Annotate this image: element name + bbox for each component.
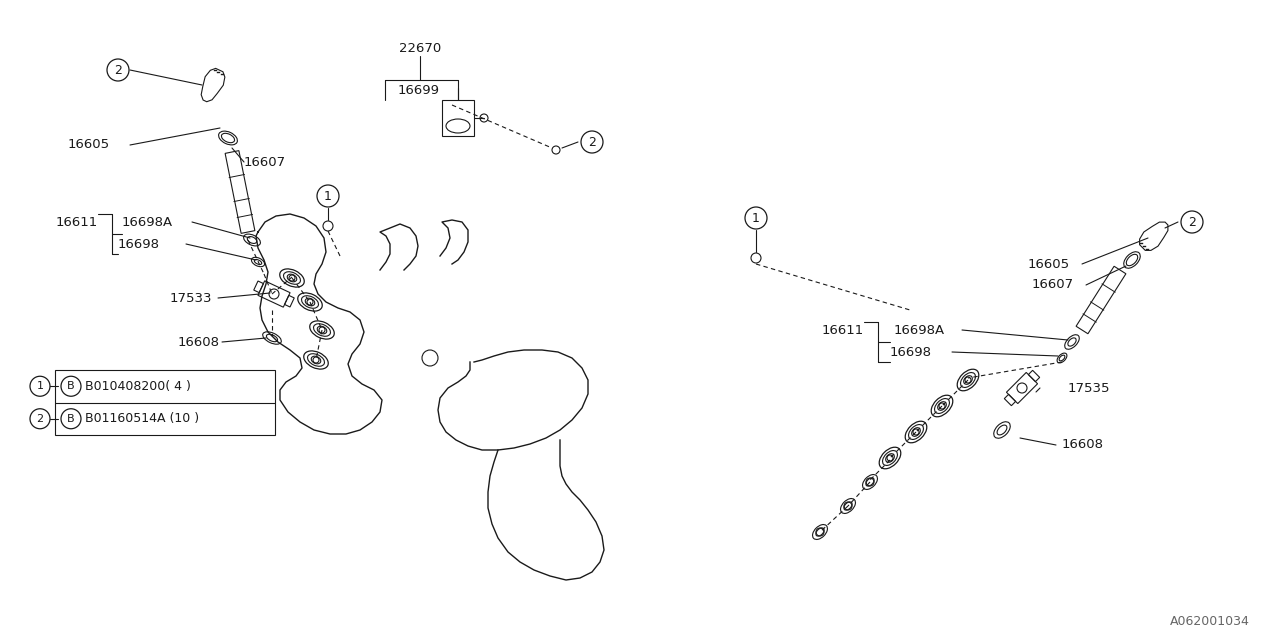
Text: 16605: 16605 — [1028, 257, 1070, 271]
Text: B: B — [67, 413, 74, 424]
Text: 16608: 16608 — [178, 335, 220, 349]
Text: 16698A: 16698A — [893, 323, 945, 337]
Text: 16698: 16698 — [890, 346, 932, 358]
Text: 16607: 16607 — [244, 156, 287, 168]
Circle shape — [581, 131, 603, 153]
Bar — [442, 100, 474, 136]
Bar — [55, 370, 275, 435]
Text: 1: 1 — [324, 189, 332, 202]
Text: 16608: 16608 — [1062, 438, 1103, 451]
Text: 2: 2 — [588, 136, 596, 148]
Circle shape — [29, 376, 50, 396]
Circle shape — [317, 185, 339, 207]
Text: 17535: 17535 — [1068, 381, 1111, 394]
Text: B: B — [67, 381, 74, 391]
Text: 1: 1 — [753, 211, 760, 225]
Text: 16605: 16605 — [68, 138, 110, 152]
Text: 2: 2 — [36, 413, 44, 424]
Text: 2: 2 — [114, 63, 122, 77]
Text: 2: 2 — [1188, 216, 1196, 228]
Circle shape — [745, 207, 767, 229]
Text: 1: 1 — [37, 381, 44, 391]
Text: 16611: 16611 — [822, 323, 864, 337]
Text: 16698A: 16698A — [122, 216, 173, 228]
Text: 22670: 22670 — [399, 42, 442, 54]
Text: B01160514A (10 ): B01160514A (10 ) — [84, 412, 200, 425]
Circle shape — [1181, 211, 1203, 233]
Text: B010408200( 4 ): B010408200( 4 ) — [84, 380, 191, 393]
Circle shape — [29, 409, 50, 429]
Text: 16607: 16607 — [1032, 278, 1074, 291]
Circle shape — [61, 409, 81, 429]
Text: 16698: 16698 — [118, 237, 160, 250]
Text: 17533: 17533 — [170, 291, 212, 305]
Circle shape — [61, 376, 81, 396]
Circle shape — [108, 59, 129, 81]
Text: A062001034: A062001034 — [1170, 615, 1251, 628]
Text: 16611: 16611 — [56, 216, 99, 228]
Text: 16699: 16699 — [398, 83, 440, 97]
